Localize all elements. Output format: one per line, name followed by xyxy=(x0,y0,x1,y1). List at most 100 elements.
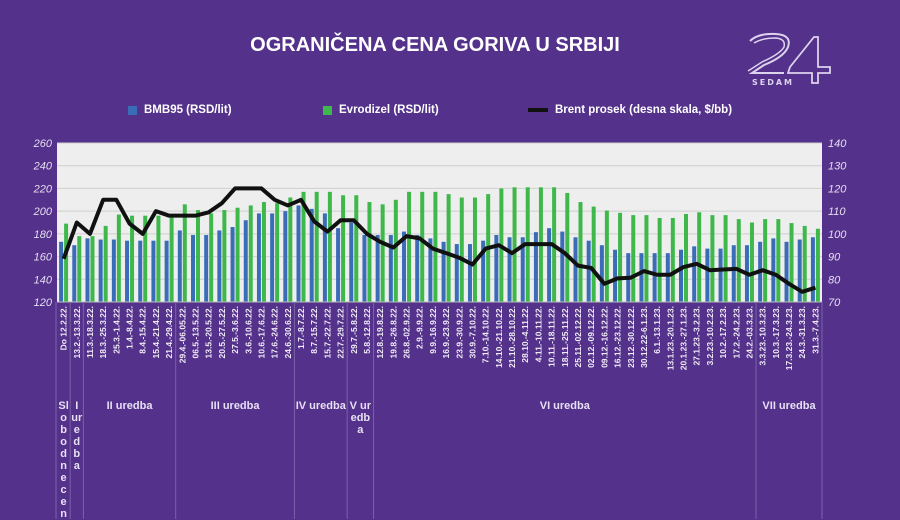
x-tick-label: 29.7.-5.8.22. xyxy=(349,306,359,354)
legend-swatch-blue xyxy=(128,106,137,115)
bar-bmb95 xyxy=(191,235,195,302)
bar-bmb95 xyxy=(587,241,591,302)
x-tick-label: 20.5.-27.5.22. xyxy=(217,306,227,358)
bar-evrodizel xyxy=(288,198,292,302)
bar-bmb95 xyxy=(771,238,775,302)
bar-evrodizel xyxy=(473,198,477,302)
bar-bmb95 xyxy=(112,240,116,302)
bar-evrodizel xyxy=(710,215,714,302)
x-tick-label: 29.4.-06.05.22. xyxy=(177,306,187,363)
bar-bmb95 xyxy=(415,235,419,302)
bar-evrodizel xyxy=(315,192,319,302)
bar-evrodizel xyxy=(605,211,609,302)
bar-bmb95 xyxy=(679,250,683,302)
x-tick-label: 15.4.-21.4.22. xyxy=(151,306,161,358)
x-tick-label: 7.10.-14.10.22. xyxy=(481,306,491,363)
bar-evrodizel xyxy=(341,195,345,302)
bar-bmb95 xyxy=(732,245,736,302)
bar-evrodizel xyxy=(275,203,279,302)
x-tick-label: 10.6.-17.6.22. xyxy=(256,306,266,358)
bar-evrodizel xyxy=(644,215,648,302)
x-tick-label: 23.9.-30.9.22. xyxy=(454,306,464,358)
x-tick-label: 17.3.23.-24.3.23. xyxy=(784,306,794,370)
bar-evrodizel xyxy=(565,193,569,302)
bar-evrodizel xyxy=(671,218,675,302)
x-tick-label: 15.7.-22.7.22. xyxy=(322,306,332,358)
x-tick-label: 19.8.-26.8.22. xyxy=(388,306,398,358)
y-left-tick-label: 220 xyxy=(33,183,53,195)
bar-bmb95 xyxy=(72,245,76,302)
x-tick-label: 24.2.-03.3.23. xyxy=(744,306,754,358)
group-label: V uredba xyxy=(348,400,372,436)
bar-evrodizel xyxy=(354,195,358,302)
bar-evrodizel xyxy=(328,192,332,302)
x-tick-label: 30.9.-7.10.22. xyxy=(467,306,477,358)
x-tick-label: 10.2.-17.2.23. xyxy=(718,306,728,358)
bar-bmb95 xyxy=(785,242,789,302)
bar-evrodizel xyxy=(658,218,662,302)
x-tick-label: 13.5.-20.5.22. xyxy=(204,306,214,358)
bar-evrodizel xyxy=(77,236,81,302)
x-tick-label: 14.10.-21.10.22. xyxy=(494,306,504,368)
x-tick-label: 06.5.-13.5.22. xyxy=(190,306,200,358)
y-right-tick-label: 70 xyxy=(828,297,841,309)
x-tick-label: 10.11.-18.11.22. xyxy=(547,306,557,367)
bar-evrodizel xyxy=(750,223,754,303)
bar-bmb95 xyxy=(719,249,723,302)
group-label: II uredba xyxy=(84,400,174,412)
bar-bmb95 xyxy=(257,213,261,302)
x-tick-label: 11.3.-18.3.22. xyxy=(85,306,95,358)
x-tick-label: 09.12.-16.12.22. xyxy=(599,306,609,368)
bar-evrodizel xyxy=(262,202,266,302)
bar-bmb95 xyxy=(811,237,815,302)
x-tick-label: 17.2.-24.2.23. xyxy=(731,306,741,358)
y-right-tick-label: 120 xyxy=(828,183,847,195)
y-left-tick-label: 120 xyxy=(34,297,53,309)
bar-bmb95 xyxy=(125,241,129,302)
x-tick-label: 6.1.-13.1.23. xyxy=(652,306,662,354)
x-tick-label: 23.12.-30.12.22. xyxy=(626,306,636,368)
bar-bmb95 xyxy=(270,213,274,302)
group-label: I uredba xyxy=(71,400,82,472)
x-tick-label: 4.11.-10.11.22. xyxy=(533,306,543,362)
x-tick-label: 18.3.-25.3.22. xyxy=(98,306,108,358)
bar-bmb95 xyxy=(560,232,564,302)
bar-evrodizel xyxy=(420,192,424,302)
x-tick-label: 17.6.-24.6.22. xyxy=(270,306,280,358)
y-right-tick-label: 100 xyxy=(828,229,847,241)
bar-bmb95 xyxy=(600,245,604,302)
bar-bmb95 xyxy=(508,237,512,302)
x-tick-label: 1.7.-8.7.22. xyxy=(296,306,306,349)
bar-bmb95 xyxy=(653,253,657,302)
x-tick-label: 12.8.-19.8.22. xyxy=(375,306,385,358)
bar-evrodizel xyxy=(592,207,596,302)
bar-bmb95 xyxy=(59,242,63,302)
bar-evrodizel xyxy=(447,194,451,302)
bar-bmb95 xyxy=(217,230,221,302)
x-tick-label: 25.3.-1.4.22. xyxy=(111,306,121,354)
group-label: Slobodne cen xyxy=(58,400,69,520)
x-tick-label: 1.4.-8.4.22. xyxy=(125,306,135,349)
y-right-tick-label: 90 xyxy=(828,252,841,264)
legend-item-bmb95: BMB95 (RSD/lit) xyxy=(128,104,232,116)
bar-bmb95 xyxy=(85,238,89,302)
y-right-tick-label: 110 xyxy=(828,206,846,218)
x-tick-label: 21.4.-29.4.22. xyxy=(164,306,174,358)
x-tick-label: 8.7.-15.7.22. xyxy=(309,306,319,354)
x-tick-label: 3.2.23.-10.2.23. xyxy=(705,306,715,366)
x-tick-label: 27.1.23.-3.2.23. xyxy=(692,306,702,366)
legend-swatch-line xyxy=(528,108,548,112)
group-label: VI uredba xyxy=(375,400,756,412)
group-label: IV uredba xyxy=(295,400,346,412)
bar-bmb95 xyxy=(151,241,155,302)
legend-label: BMB95 (RSD/lit) xyxy=(144,104,232,116)
bar-bmb95 xyxy=(362,235,366,302)
bar-evrodizel xyxy=(790,223,794,302)
y-left-tick-label: 260 xyxy=(33,138,53,150)
x-tick-label: 22.7.-29.7.22. xyxy=(336,306,346,358)
bar-evrodizel xyxy=(183,204,187,302)
bar-evrodizel xyxy=(236,208,240,302)
y-right-tick-label: 130 xyxy=(828,161,847,173)
bar-evrodizel xyxy=(104,226,108,302)
bar-evrodizel xyxy=(631,215,635,302)
